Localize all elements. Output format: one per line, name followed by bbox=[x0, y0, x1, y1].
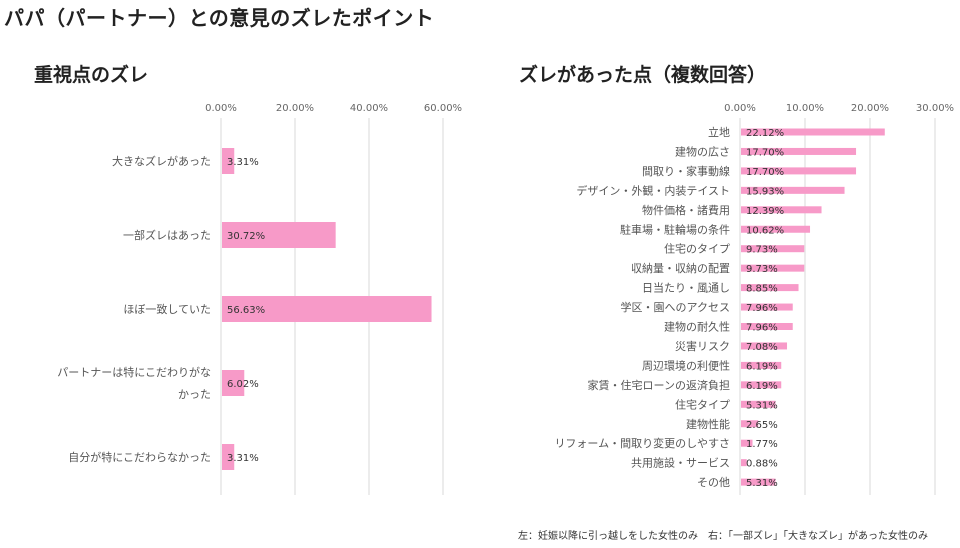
left-bar bbox=[222, 370, 245, 396]
left-data-label: 30.72% bbox=[227, 231, 265, 242]
right-chart-title: ズレがあった点（複数回答） bbox=[519, 64, 767, 86]
right-category-label: 日当たり・風通し bbox=[642, 281, 730, 295]
right-data-label: 2.65% bbox=[746, 420, 778, 431]
right-bar bbox=[741, 478, 776, 486]
right-data-label: 9.73% bbox=[746, 245, 778, 256]
left-data-label: 56.63% bbox=[227, 305, 265, 316]
right-category-label: 災害リスク bbox=[675, 339, 730, 353]
left-bar bbox=[222, 296, 432, 322]
right-bar bbox=[741, 264, 805, 272]
left-tick-label: 40.00% bbox=[350, 103, 388, 114]
right-data-label: 15.93% bbox=[746, 186, 784, 197]
right-bar bbox=[741, 420, 759, 428]
page-title: パパ（パートナー）との意見のズレたポイント bbox=[4, 6, 435, 30]
right-bar bbox=[741, 400, 776, 408]
right-category-label: 立地 bbox=[708, 125, 730, 139]
right-tick-label: 30.00% bbox=[916, 103, 954, 114]
right-data-label: 1.77% bbox=[746, 439, 778, 450]
right-data-label: 22.12% bbox=[746, 128, 784, 139]
left-bar bbox=[222, 222, 336, 248]
left-chart-title: 重視点のズレ bbox=[34, 64, 149, 86]
right-category-label: 収納量・収納の配置 bbox=[631, 262, 730, 275]
right-data-label: 17.70% bbox=[746, 147, 784, 158]
right-bar bbox=[741, 323, 793, 330]
right-category-label: 建物の耐久性 bbox=[664, 320, 730, 334]
right-category-label: 駐車場・駐輪場の条件 bbox=[620, 222, 730, 236]
right-data-label: 7.96% bbox=[746, 323, 778, 334]
right-category-label: 学区・園へのアクセス bbox=[621, 300, 730, 314]
right-bar bbox=[741, 245, 805, 253]
right-bar bbox=[741, 186, 845, 194]
footnote: 左：妊娠以降に引っ越しをした女性のみ 右：「一部ズレ」「大きなズレ」があった女性… bbox=[518, 531, 928, 542]
left-bar bbox=[222, 444, 235, 470]
right-data-label: 17.70% bbox=[746, 167, 784, 178]
left-category-label: パートナーは特にこだわりがな bbox=[57, 365, 211, 379]
right-category-label: 建物性能 bbox=[686, 417, 730, 431]
right-category-label: 住宅のタイプ bbox=[664, 242, 730, 256]
right-category-label: 間取り・家事動線 bbox=[642, 164, 730, 178]
right-bar bbox=[741, 167, 857, 175]
right-data-label: 6.19% bbox=[746, 381, 778, 392]
right-category-label: 住宅タイプ bbox=[675, 397, 730, 411]
left-tick-label: 20.00% bbox=[276, 103, 314, 114]
right-data-label: 12.39% bbox=[746, 206, 784, 217]
right-category-label: 物件価格・諸費用 bbox=[642, 203, 730, 217]
right-bar bbox=[741, 284, 799, 292]
left-category-label: 一部ズレはあった bbox=[123, 228, 211, 242]
right-category-label: 周辺環境の利便性 bbox=[642, 358, 730, 372]
left-category-label: 大きなズレがあった bbox=[112, 154, 211, 168]
left-data-label: 6.02% bbox=[227, 379, 259, 390]
left-category-label: かった bbox=[178, 388, 211, 401]
right-tick-label: 0.00% bbox=[724, 103, 756, 114]
right-data-label: 9.73% bbox=[746, 264, 778, 275]
right-data-label: 5.31% bbox=[746, 400, 778, 411]
right-data-label: 6.19% bbox=[746, 361, 778, 372]
left-tick-label: 60.00% bbox=[424, 103, 462, 114]
left-bar bbox=[222, 148, 235, 174]
left-tick-label: 0.00% bbox=[205, 103, 237, 114]
right-bar bbox=[741, 361, 782, 369]
right-category-label: 建物の広さ bbox=[675, 144, 730, 158]
right-bar bbox=[741, 206, 822, 214]
right-category-label: デザイン・外観・内装テイスト bbox=[576, 183, 730, 197]
right-data-label: 0.88% bbox=[746, 459, 778, 470]
right-data-label: 5.31% bbox=[746, 478, 778, 489]
left-category-label: ほぼ一致していた bbox=[123, 302, 211, 316]
right-tick-label: 20.00% bbox=[851, 103, 889, 114]
right-data-label: 7.08% bbox=[746, 342, 778, 353]
right-category-label: リフォーム・間取り変更のしやすさ bbox=[554, 436, 730, 450]
right-data-label: 10.62% bbox=[746, 225, 784, 236]
right-category-label: 家賃・住宅ローンの返済負担 bbox=[588, 378, 730, 392]
right-bar bbox=[741, 342, 788, 350]
right-bar bbox=[741, 381, 782, 389]
right-bar bbox=[741, 225, 811, 233]
right-data-label: 8.85% bbox=[746, 284, 778, 295]
right-data-label: 7.96% bbox=[746, 303, 778, 314]
left-data-label: 3.31% bbox=[227, 453, 259, 464]
right-tick-label: 10.00% bbox=[786, 103, 824, 114]
right-bar bbox=[741, 459, 747, 467]
left-category-label: 自分が特にこだわらなかった bbox=[68, 450, 211, 464]
right-bar bbox=[741, 303, 793, 311]
right-bar bbox=[741, 439, 753, 447]
right-bar bbox=[741, 147, 857, 155]
right-bar bbox=[741, 128, 885, 136]
right-category-label: その他 bbox=[697, 476, 730, 489]
right-category-label: 共用施設・サービス bbox=[631, 456, 730, 470]
left-data-label: 3.31% bbox=[227, 157, 259, 168]
